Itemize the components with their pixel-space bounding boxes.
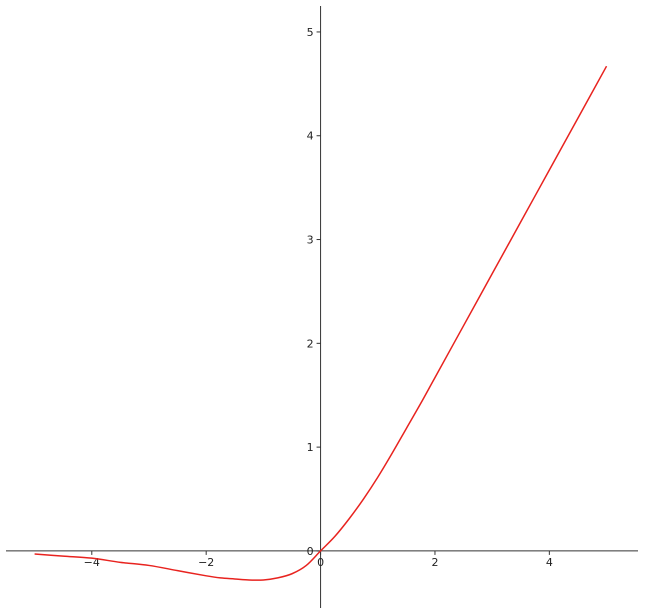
y-tick-label: 3 xyxy=(307,234,314,247)
x-tick-label: 2 xyxy=(431,556,438,569)
axes xyxy=(6,6,638,608)
y-tick-label: 5 xyxy=(307,26,314,39)
y-tick-label: 2 xyxy=(307,337,314,350)
series-group xyxy=(34,65,608,581)
y-tick-label: 4 xyxy=(307,130,314,143)
y-tick-label: 0 xyxy=(307,545,314,558)
y-tick-label: 1 xyxy=(307,441,314,454)
x-tick-label: 0 xyxy=(317,556,324,569)
x-tick-label: −2 xyxy=(198,556,214,569)
x-tick-label: 4 xyxy=(546,556,553,569)
series-line xyxy=(34,65,608,581)
